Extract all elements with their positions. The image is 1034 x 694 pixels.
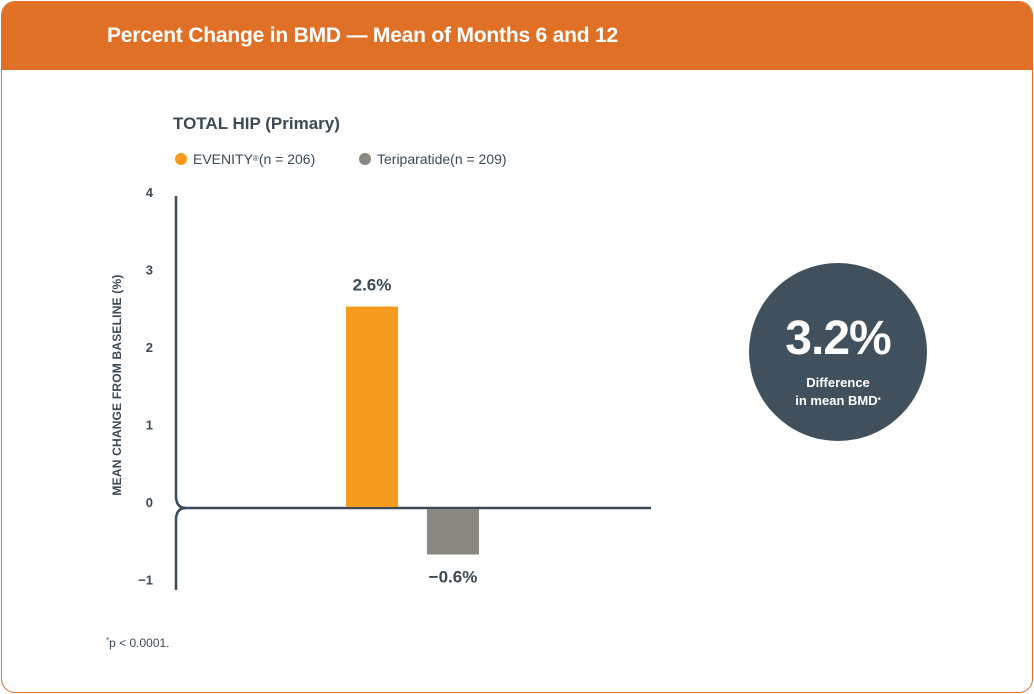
header-bar: Percent Change in BMD — Mean of Months 6… [2, 2, 1032, 70]
bar-teriparatide [427, 509, 479, 555]
footnote-text: p < 0.0001. [109, 636, 170, 650]
header-title: Percent Change in BMD — Mean of Months 6… [107, 24, 618, 47]
difference-line2: in mean BMD [795, 393, 878, 408]
difference-caption: Difference in mean BMD* [749, 374, 927, 410]
bars [346, 306, 479, 555]
legend-n-teriparatide: (n = 209) [450, 151, 507, 167]
y-tick-label: 4 [146, 185, 154, 200]
legend-dot-evenity [175, 153, 187, 165]
y-axis-line [174, 196, 187, 590]
legend-item-teriparatide: Teriparatide (n = 209) [359, 151, 507, 167]
bar-evenity [346, 306, 398, 507]
axes [174, 196, 651, 590]
legend-dot-teriparatide [359, 153, 371, 165]
data-label-evenity: 2.6% [353, 276, 392, 295]
difference-value: 3.2% [785, 312, 891, 365]
registered-mark: ® [252, 153, 259, 163]
y-tick-label: 0 [146, 495, 153, 510]
legend-label-evenity: EVENITY [193, 151, 253, 167]
legend-label-teriparatide: Teriparatide [377, 151, 451, 167]
y-tick-label: 2 [146, 340, 153, 355]
y-tick-label: 3 [146, 263, 153, 278]
legend-item-evenity: EVENITY ® (n = 206) [175, 151, 315, 167]
data-labels: 2.6% −0.6% [353, 276, 478, 587]
difference-callout: 3.2% Difference in mean BMD* [749, 263, 927, 441]
y-tick-label: 1 [146, 418, 153, 433]
difference-line1: Difference [806, 375, 870, 390]
footnote: *p < 0.0001. [106, 636, 170, 650]
y-ticks: 4 3 2 1 0 −1 [138, 185, 154, 588]
difference-mark: * [877, 396, 881, 405]
data-label-teriparatide: −0.6% [429, 568, 478, 587]
footnote-mark: * [106, 636, 110, 645]
chart-title: TOTAL HIP (Primary) [173, 114, 340, 133]
y-tick-label: −1 [138, 573, 153, 588]
legend-n-evenity: (n = 206) [258, 151, 316, 167]
